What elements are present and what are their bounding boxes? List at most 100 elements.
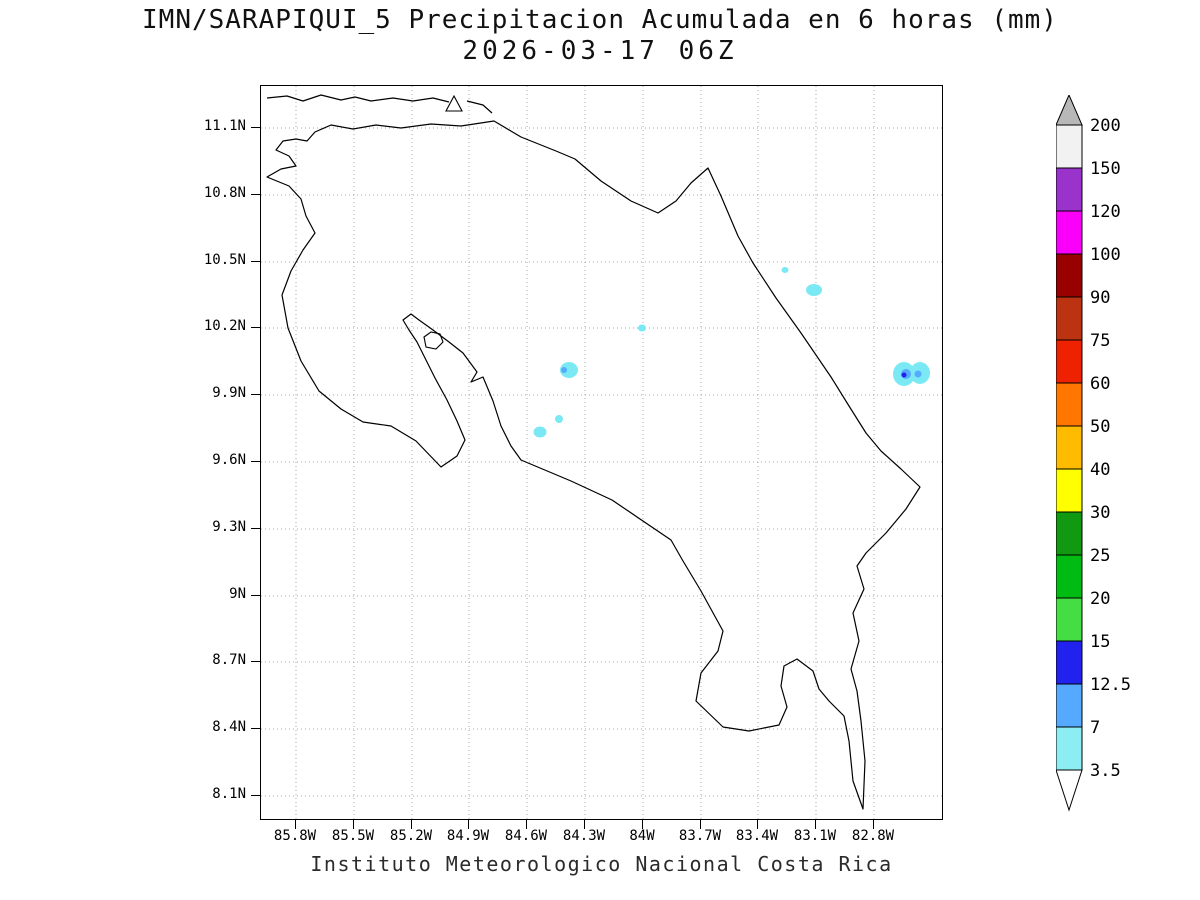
- colorbar-over-cap: [1055, 93, 1083, 126]
- lon-tick: [584, 820, 585, 829]
- colorbar-label: 150: [1090, 159, 1121, 179]
- lat-tick-label: 9.9N: [212, 385, 246, 401]
- lon-tick: [468, 820, 469, 829]
- lat-tick-label: 10.2N: [203, 318, 246, 334]
- lon-tick-label: 85.8W: [273, 828, 317, 844]
- precip-blob: [560, 362, 578, 378]
- colorbar-label: 200: [1090, 116, 1121, 136]
- lon-tick-label: 83.1W: [793, 828, 837, 844]
- lon-tick: [526, 820, 527, 829]
- map-plot-area: [260, 85, 944, 821]
- colorbar-cell: [1055, 167, 1083, 212]
- colorbar-cell: [1055, 640, 1083, 685]
- lat-tick-label: 8.4N: [212, 719, 246, 735]
- lon-tick-label: 84.6W: [504, 828, 548, 844]
- grid-layer: [261, 86, 944, 821]
- precip-blob: [638, 324, 646, 332]
- colorbar-label: 60: [1090, 374, 1110, 394]
- lat-tick: [251, 461, 260, 462]
- lon-tick: [295, 820, 296, 829]
- colorbar-label: 3.5: [1090, 761, 1121, 781]
- colorbar-cell: [1055, 425, 1083, 470]
- lon-tick: [642, 820, 643, 829]
- lon-tick: [873, 820, 874, 829]
- lon-tick: [353, 820, 354, 829]
- colorbar-cell: [1055, 597, 1083, 642]
- precip-blob: [901, 372, 907, 378]
- colorbar-cell: [1055, 253, 1083, 298]
- precip-blob: [533, 426, 547, 438]
- precip-blob: [555, 415, 563, 423]
- map-svg: [261, 86, 944, 821]
- lat-tick-label: 8.1N: [212, 786, 246, 802]
- lon-tick-label: 84W: [629, 828, 655, 844]
- colorbar-label: 90: [1090, 288, 1110, 308]
- lat-tick-label: 10.8N: [203, 185, 246, 201]
- lat-tick: [251, 394, 260, 395]
- colorbar-label: 120: [1090, 202, 1121, 222]
- lat-tick-label: 10.5N: [203, 252, 246, 268]
- lat-tick: [251, 795, 260, 796]
- lat-tick-label: 9N: [229, 586, 246, 602]
- colorbar-svg: 200 150 120 100 90 75 60 50 40 30 25 20 15 12.5 7 3.5: [1055, 93, 1131, 812]
- colorbar-cell: [1055, 339, 1083, 384]
- lon-tick-label: 85.5W: [331, 828, 375, 844]
- lon-tick-label: 83.4W: [735, 828, 779, 844]
- colorbar-label: 7: [1090, 718, 1100, 738]
- lat-tick-label: 9.6N: [212, 452, 246, 468]
- colorbar-label: 50: [1090, 417, 1110, 437]
- lat-tick: [251, 261, 260, 262]
- colorbar-cell: [1055, 726, 1083, 771]
- lat-tick: [251, 661, 260, 662]
- lat-tick: [251, 528, 260, 529]
- lon-tick: [700, 820, 701, 829]
- lon-tick: [411, 820, 412, 829]
- colorbar-label: 30: [1090, 503, 1110, 523]
- colorbar-label: 40: [1090, 460, 1110, 480]
- lat-tick: [251, 728, 260, 729]
- lon-tick: [757, 820, 758, 829]
- precip-blob: [561, 367, 567, 373]
- colorbar-label: 25: [1090, 546, 1110, 566]
- lat-tick: [251, 327, 260, 328]
- caption-text: Instituto Meteorologico Nacional Costa R…: [310, 852, 893, 876]
- lat-tick: [251, 595, 260, 596]
- chart-title: IMN/SARAPIQUI_5 Precipitacion Acumulada …: [142, 5, 1058, 35]
- precip-blob: [914, 370, 922, 378]
- lon-tick-label: 84.9W: [446, 828, 490, 844]
- colorbar-under-cap: [1055, 769, 1083, 812]
- colorbar-label: 100: [1090, 245, 1121, 265]
- colorbar-label: 12.5: [1090, 675, 1131, 695]
- colorbar-cell: [1055, 296, 1083, 341]
- lat-tick-label: 9.3N: [212, 519, 246, 535]
- precipitation-layer: [533, 267, 930, 438]
- lake-nicaragua-shore: [266, 94, 493, 114]
- precip-blob: [781, 267, 789, 273]
- lat-tick: [251, 194, 260, 195]
- colorbar-cell: [1055, 210, 1083, 255]
- colorbar: 200 150 120 100 90 75 60 50 40 30 25 20 15 12.5 7 3.5: [1055, 93, 1148, 819]
- lon-tick: [815, 820, 816, 829]
- lat-tick-label: 11.1N: [203, 118, 246, 134]
- colorbar-label: 15: [1090, 632, 1110, 652]
- chart-subtitle-datetime: 2026-03-17 06Z: [462, 36, 738, 66]
- colorbar-label: 75: [1090, 331, 1110, 351]
- colorbar-cell: [1055, 554, 1083, 599]
- gulf-island-outline: [423, 331, 444, 350]
- lat-tick: [251, 127, 260, 128]
- colorbar-cell: [1055, 468, 1083, 513]
- costa-rica-outline: [266, 120, 921, 810]
- triangle-marker: [445, 94, 463, 112]
- lon-tick-label: 82.8W: [851, 828, 895, 844]
- lon-tick-label: 85.2W: [389, 828, 433, 844]
- colorbar-label: 20: [1090, 589, 1110, 609]
- lon-tick-label: 83.7W: [678, 828, 722, 844]
- lat-tick-label: 8.7N: [212, 652, 246, 668]
- colorbar-cell: [1055, 382, 1083, 427]
- colorbar-cell: [1055, 683, 1083, 728]
- colorbar-cell: [1055, 124, 1083, 169]
- precip-blob: [806, 284, 822, 296]
- colorbar-cell: [1055, 511, 1083, 556]
- lon-tick-label: 84.3W: [562, 828, 606, 844]
